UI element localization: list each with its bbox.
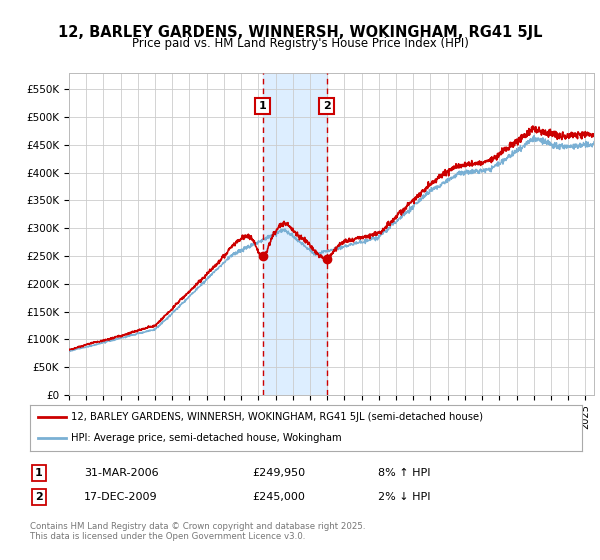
Text: 31-MAR-2006: 31-MAR-2006 (84, 468, 158, 478)
Text: 1: 1 (259, 101, 266, 111)
Text: 2: 2 (35, 492, 43, 502)
Text: 12, BARLEY GARDENS, WINNERSH, WOKINGHAM, RG41 5JL: 12, BARLEY GARDENS, WINNERSH, WOKINGHAM,… (58, 25, 542, 40)
Text: 2: 2 (323, 101, 331, 111)
Bar (263, 73, 326, 395)
Text: 12, BARLEY GARDENS, WINNERSH, WOKINGHAM, RG41 5JL (semi-detached house): 12, BARLEY GARDENS, WINNERSH, WOKINGHAM,… (71, 412, 484, 422)
Text: Price paid vs. HM Land Registry's House Price Index (HPI): Price paid vs. HM Land Registry's House … (131, 37, 469, 50)
Text: £249,950: £249,950 (252, 468, 305, 478)
Text: £245,000: £245,000 (252, 492, 305, 502)
Text: 2% ↓ HPI: 2% ↓ HPI (378, 492, 431, 502)
Text: Contains HM Land Registry data © Crown copyright and database right 2025.
This d: Contains HM Land Registry data © Crown c… (30, 522, 365, 542)
Text: 8% ↑ HPI: 8% ↑ HPI (378, 468, 431, 478)
Text: HPI: Average price, semi-detached house, Wokingham: HPI: Average price, semi-detached house,… (71, 433, 342, 444)
Text: 17-DEC-2009: 17-DEC-2009 (84, 492, 158, 502)
Text: 1: 1 (35, 468, 43, 478)
